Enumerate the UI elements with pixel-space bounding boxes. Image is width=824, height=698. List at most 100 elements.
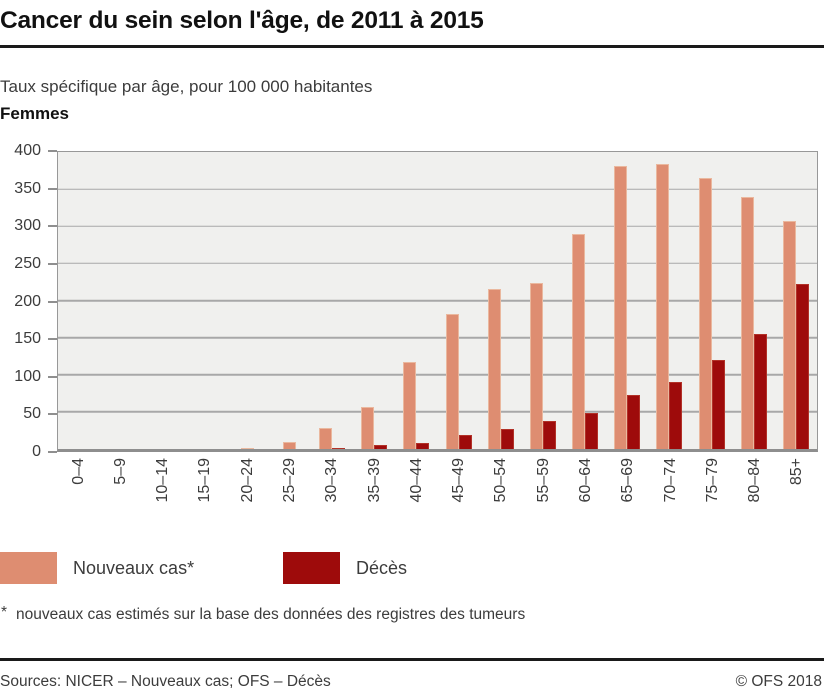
y-tick-label: 100 bbox=[14, 367, 41, 385]
page-title: Cancer du sein selon l'âge, de 2011 à 20… bbox=[0, 7, 484, 34]
x-tick-cell: 25–29 bbox=[268, 458, 310, 546]
bar-group bbox=[395, 152, 437, 449]
bar-group bbox=[606, 152, 648, 449]
y-tick-label: 400 bbox=[14, 142, 41, 159]
x-tick-label: 85+ bbox=[788, 458, 806, 486]
bar-group bbox=[522, 152, 564, 449]
legend-swatch-deces bbox=[283, 552, 340, 584]
bar-group bbox=[142, 152, 184, 449]
legend-label-nouveaux-cas: Nouveaux cas* bbox=[73, 557, 195, 578]
x-tick-label: 65–69 bbox=[619, 458, 637, 503]
x-tick-label: 50–54 bbox=[492, 458, 510, 503]
population-label: Femmes bbox=[0, 104, 69, 123]
x-tick-cell: 70–74 bbox=[649, 458, 691, 546]
x-tick-label: 80–84 bbox=[746, 458, 764, 503]
bar-group bbox=[269, 152, 311, 449]
x-tick-cell: 85+ bbox=[776, 458, 818, 546]
bar-group bbox=[648, 152, 690, 449]
bar-deces bbox=[796, 284, 809, 449]
bar-nouveaux-cas bbox=[445, 313, 459, 449]
bar-deces bbox=[669, 382, 683, 449]
plot-area bbox=[57, 151, 818, 452]
x-tick-cell: 55–59 bbox=[522, 458, 564, 546]
legend-swatch-nouveaux-cas bbox=[0, 552, 57, 584]
x-tick-cell: 40–44 bbox=[395, 458, 437, 546]
bar-deces bbox=[332, 447, 346, 449]
bar-nouveaux-cas bbox=[698, 178, 712, 449]
x-tick-label: 0–4 bbox=[69, 458, 87, 485]
x-tick-cell: 0–4 bbox=[57, 458, 99, 546]
y-tick bbox=[48, 187, 57, 190]
gridline bbox=[58, 262, 817, 265]
bar-nouveaux-cas bbox=[487, 288, 501, 449]
y-tick-label: 350 bbox=[14, 179, 41, 197]
legend-item-deces: Décès bbox=[283, 552, 407, 584]
x-tick-label: 25–29 bbox=[281, 458, 299, 503]
footnote-marker: * bbox=[1, 604, 8, 621]
x-tick-label: 70–74 bbox=[661, 458, 679, 503]
bar-deces bbox=[374, 445, 388, 449]
bar-group bbox=[733, 152, 775, 449]
y-tick-label: 0 bbox=[32, 443, 41, 460]
bar-group bbox=[438, 152, 480, 449]
bar-nouveaux-cas bbox=[614, 166, 628, 449]
gridline bbox=[58, 411, 817, 413]
x-tick-cell: 45–49 bbox=[438, 458, 480, 546]
x-tick-cell: 15–19 bbox=[184, 458, 226, 546]
bar-group bbox=[775, 152, 817, 449]
bar-group bbox=[353, 152, 395, 449]
legend-item-nouveaux-cas: Nouveaux cas* bbox=[0, 552, 194, 584]
y-tick-label: 200 bbox=[14, 292, 41, 310]
x-tick-label: 55–59 bbox=[534, 458, 552, 503]
bar-group bbox=[185, 152, 227, 449]
bar-group bbox=[480, 152, 522, 449]
bar-deces bbox=[458, 434, 472, 449]
bar-group bbox=[227, 152, 269, 449]
x-tick-cell: 5–9 bbox=[99, 458, 141, 546]
bar-group bbox=[100, 152, 142, 449]
x-tick-cell: 35–39 bbox=[353, 458, 395, 546]
y-tick bbox=[48, 225, 57, 228]
bar-nouveaux-cas bbox=[319, 428, 333, 449]
x-axis: 0–4 5–9 10–14 15–19 20–24 25–29 30–34 35–39 40–4… bbox=[57, 458, 818, 546]
bar-group bbox=[311, 152, 353, 449]
y-tick-label: 300 bbox=[14, 217, 41, 235]
gridline bbox=[58, 299, 817, 302]
bar-group bbox=[58, 152, 100, 449]
bar-nouveaux-cas bbox=[572, 234, 586, 449]
bar-nouveaux-cas bbox=[529, 282, 543, 449]
x-tick-cell: 30–34 bbox=[311, 458, 353, 546]
x-tick-label: 30–34 bbox=[323, 458, 341, 503]
y-tick bbox=[48, 338, 57, 341]
x-tick-label: 35–39 bbox=[365, 458, 383, 503]
x-tick-cell: 10–14 bbox=[142, 458, 184, 546]
bar-nouveaux-cas bbox=[403, 362, 417, 449]
bar-nouveaux-cas bbox=[740, 197, 754, 449]
x-tick-cell: 50–54 bbox=[480, 458, 522, 546]
y-tick bbox=[48, 451, 57, 453]
y-tick bbox=[48, 413, 57, 416]
x-tick-label: 60–64 bbox=[577, 458, 595, 503]
x-tick-cell: 80–84 bbox=[734, 458, 776, 546]
bar-nouveaux-cas bbox=[361, 406, 375, 449]
copyright-text: © OFS 2018 bbox=[735, 673, 822, 690]
bar-nouveaux-cas bbox=[241, 447, 255, 449]
gridline bbox=[58, 336, 817, 339]
title-divider bbox=[0, 45, 824, 48]
bar-group bbox=[691, 152, 733, 449]
bar-nouveaux-cas bbox=[783, 221, 796, 449]
chart-subtitle: Taux spécifique par âge, pour 100 000 ha… bbox=[0, 77, 373, 96]
bar-deces bbox=[416, 443, 430, 449]
gridline bbox=[58, 225, 817, 227]
bar-deces bbox=[627, 394, 641, 449]
chart: 0 50 100 150 200 250 300 350 400 bbox=[0, 143, 824, 460]
bar-nouveaux-cas bbox=[656, 163, 670, 449]
x-tick-label: 45–49 bbox=[450, 458, 468, 503]
y-axis: 0 50 100 150 200 250 300 350 400 bbox=[0, 143, 57, 460]
gridline bbox=[58, 374, 817, 376]
y-tick-label: 150 bbox=[14, 330, 41, 348]
bar-deces bbox=[500, 428, 514, 449]
gridline bbox=[58, 188, 817, 190]
bar-group bbox=[564, 152, 606, 449]
